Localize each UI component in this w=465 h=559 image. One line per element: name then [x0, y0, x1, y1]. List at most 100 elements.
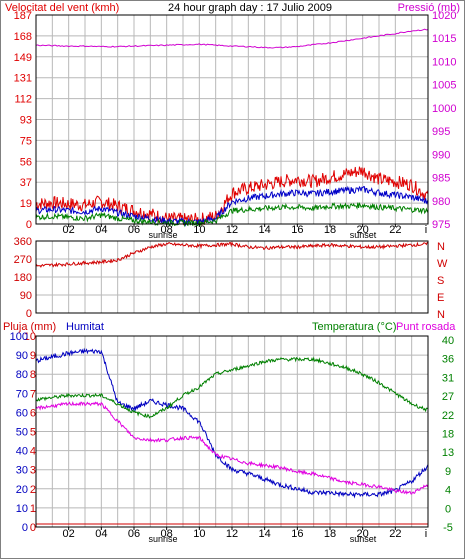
- rain-tick-label: 5: [30, 427, 36, 439]
- climate-x-tick-label: 02: [63, 528, 75, 540]
- rain-tick-label: 1: [30, 503, 36, 515]
- wind-axis-ticks: 187 168 149 131 112 93 75 56 37 19 0: [14, 10, 32, 231]
- direction-tick-label: 270: [14, 254, 32, 266]
- compass-label: E: [437, 292, 444, 304]
- series-temperature: [35, 356, 429, 419]
- wind-x-axis-ticks: 02 04 06 08 10 12 14 16 18 20 22 i: [63, 224, 427, 236]
- chart-title: 24 hour graph day : 17 Julio 2009: [168, 2, 332, 14]
- temperature-axis-title: Temperatura (°C): [312, 321, 396, 333]
- series-pressure: [35, 28, 429, 49]
- rain-tick-label: 9: [30, 350, 36, 362]
- dewpoint-axis-title: Punt rosada: [396, 321, 456, 333]
- pressure-tick-label: 985: [432, 173, 450, 185]
- wind-x-tick-label: 04: [95, 224, 107, 236]
- rain-tick-label: 6: [30, 407, 36, 419]
- wind-x-tick-label: 22: [389, 224, 401, 236]
- wind-tick-label: 37: [20, 177, 32, 189]
- sunrise-label-1: sunrise: [148, 230, 177, 240]
- wind-tick-label: 149: [14, 52, 32, 64]
- pressure-tick-label: 1000: [432, 103, 456, 115]
- wind-x-tick-label: 18: [324, 224, 336, 236]
- wind-tick-label: 187: [14, 10, 32, 22]
- pressure-tick-label: 1015: [432, 33, 456, 45]
- rain-tick-label: 7: [30, 388, 36, 400]
- wind-x-tick-label: 16: [291, 224, 303, 236]
- compass-label: N: [437, 241, 445, 253]
- humidity-tick-label: 30: [16, 465, 28, 477]
- rain-tick-label: 3: [30, 465, 36, 477]
- direction-tick-label: 90: [20, 290, 32, 302]
- climate-x-tick-label: 12: [226, 528, 238, 540]
- wind-axis-title: Velocitat del vent (kmh): [5, 2, 119, 14]
- rain-tick-label: 10: [24, 331, 36, 343]
- climate-x-tick-label: 06: [128, 528, 140, 540]
- series-direction: [35, 240, 429, 268]
- humidity-tick-label: 40: [16, 446, 28, 458]
- sunset-label-1: sunset: [350, 230, 377, 240]
- pressure-tick-label: 1005: [432, 80, 456, 92]
- rain-tick-label: 0: [30, 522, 36, 534]
- pressure-axis-title: Pressió (mb): [398, 2, 460, 14]
- humidity-tick-label: 90: [16, 350, 28, 362]
- pressure-tick-label: 1020: [432, 10, 456, 22]
- climate-x-tick-label: 04: [95, 528, 107, 540]
- wind-x-tick-label: 06: [128, 224, 140, 236]
- series-humidity: [35, 347, 429, 499]
- temperature-tick-label: 36: [442, 354, 454, 366]
- temperature-tick-label: 9: [445, 466, 451, 478]
- humidity-axis-title: Humitat: [66, 321, 104, 333]
- humidity-tick-label: 100: [10, 331, 28, 343]
- wind-x-tick-label: 10: [193, 224, 205, 236]
- wind-tick-label: 19: [20, 198, 32, 210]
- pressure-tick-label: 990: [432, 149, 450, 161]
- rain-tick-label: 8: [30, 369, 36, 381]
- climate-series: [35, 347, 429, 525]
- wind-tick-label: 56: [20, 156, 32, 168]
- wind-tick-label: 112: [14, 94, 32, 106]
- sunrise-label-2: sunrise: [148, 534, 177, 544]
- humidity-tick-label: 60: [16, 407, 28, 419]
- temperature-tick-label: 18: [442, 429, 454, 441]
- climate-x-tick-label: 14: [259, 528, 271, 540]
- temperature-tick-label: 27: [442, 391, 454, 403]
- direction-series: [35, 240, 429, 268]
- rain-tick-label: 2: [30, 484, 36, 496]
- climate-x-axis-ticks: 02 04 06 08 10 12 14 16 18 20 22 i: [63, 527, 427, 540]
- temperature-tick-label: 40: [442, 335, 454, 347]
- wind-tick-label: 131: [14, 73, 32, 85]
- compass-label: W: [437, 258, 448, 270]
- direction-tick-label: 0: [26, 308, 32, 320]
- humidity-tick-label: 50: [16, 427, 28, 439]
- humidity-tick-label: 80: [16, 369, 28, 381]
- rain-tick-label: 4: [30, 446, 36, 458]
- direction-axis-ticks: 360 270 180 90 0: [14, 236, 32, 320]
- wind-gridlines: [36, 14, 428, 225]
- temperature-tick-label: 13: [442, 447, 454, 459]
- temperature-tick-label: -5: [443, 522, 453, 534]
- direction-tick-label: 180: [14, 272, 32, 284]
- pressure-tick-label: 1010: [432, 56, 456, 68]
- wind-x-tick-label: 20: [357, 224, 369, 236]
- wind-tick-label: 0: [26, 219, 32, 231]
- direction-gridlines: [36, 240, 428, 314]
- climate-x-tick-label: 16: [291, 528, 303, 540]
- temperature-tick-label: 22: [442, 410, 454, 422]
- wind-x-tick-label: 12: [226, 224, 238, 236]
- wind-x-tick-label: 14: [259, 224, 271, 236]
- direction-tick-label: 360: [14, 236, 32, 248]
- climate-gridlines: [36, 335, 428, 528]
- humidity-tick-label: 10: [16, 503, 28, 515]
- wind-x-end-label: i: [425, 224, 427, 236]
- wind-tick-label: 93: [20, 115, 32, 127]
- climate-x-end-label: i: [425, 528, 427, 540]
- wind-tick-label: 168: [14, 31, 32, 43]
- wind-x-tick-label: 08: [161, 224, 173, 236]
- climate-x-tick-label: 18: [324, 528, 336, 540]
- pressure-axis-ticks: 1020 1015 1010 1005 1000 995 990 985 980 975: [432, 10, 456, 231]
